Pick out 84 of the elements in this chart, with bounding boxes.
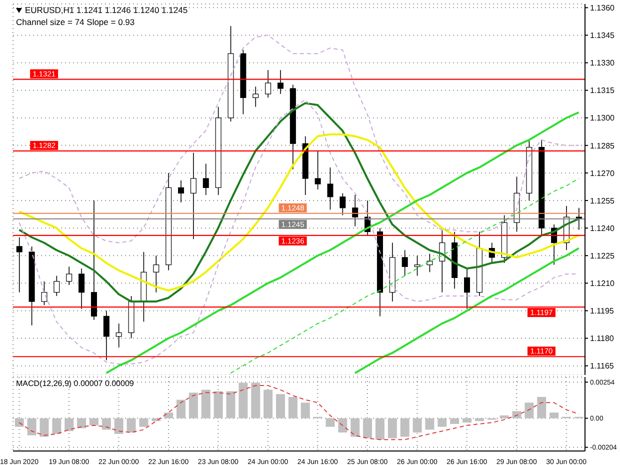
bar <box>375 418 384 440</box>
y-tick-label: 1.1180 <box>590 334 614 344</box>
bar <box>462 418 472 423</box>
bar <box>102 418 111 430</box>
y-tick-label: 1.1360 <box>590 4 616 13</box>
candlestick <box>464 268 470 310</box>
candlestick <box>265 70 272 98</box>
bar <box>64 418 74 432</box>
y-tick-label: 1.1285 <box>590 141 616 150</box>
bar <box>27 418 36 436</box>
y-tick-label: 1.1330 <box>590 58 616 68</box>
y-tick-label: 1.1300 <box>590 114 616 123</box>
bar <box>338 418 348 432</box>
candlestick <box>16 236 22 293</box>
bar <box>176 400 186 418</box>
bar <box>412 418 422 432</box>
bar <box>400 418 410 437</box>
line-series <box>18 133 580 292</box>
bar <box>450 418 460 424</box>
bar <box>537 396 546 418</box>
line-series <box>18 99 580 364</box>
candlestick <box>66 266 72 286</box>
bar <box>226 391 236 418</box>
bar <box>114 418 124 434</box>
bar <box>139 418 148 427</box>
candlestick <box>277 70 284 94</box>
bar <box>524 402 534 418</box>
candlestick <box>116 323 122 348</box>
bar <box>164 412 174 418</box>
candlestick <box>153 255 160 293</box>
bar <box>326 418 335 427</box>
line-series <box>18 34 580 244</box>
annotation: MACD(12,26,9) 0.00007 0.00009 <box>16 379 134 388</box>
bar <box>251 382 260 418</box>
y-tick-label: 1.1345 <box>590 31 616 40</box>
candlestick <box>190 152 196 240</box>
y-tick-label: 1.1270 <box>590 168 616 178</box>
candlestick <box>402 250 408 276</box>
candlestick <box>340 192 346 216</box>
bar <box>438 418 447 427</box>
bar <box>500 415 509 418</box>
bar <box>512 411 522 418</box>
y-tick-label: 1.1195 <box>590 306 614 316</box>
text: Channel size = 74 Slope = 0.93 <box>16 17 135 27</box>
bar <box>52 418 62 434</box>
y-tick-label: 1.1225 <box>590 251 616 260</box>
bar <box>40 418 49 437</box>
bar <box>350 418 360 437</box>
candlestick <box>352 194 358 227</box>
bar <box>276 394 285 418</box>
bar <box>89 418 98 426</box>
bar <box>300 402 310 418</box>
candlestick <box>41 280 48 306</box>
candlestick <box>414 255 420 276</box>
y-tick-label: 1.1165 <box>590 362 614 371</box>
candlestick <box>90 200 97 320</box>
bar <box>188 392 198 418</box>
bar <box>14 418 24 427</box>
candlestick <box>78 268 85 310</box>
candlestick <box>178 180 184 203</box>
candlestick <box>314 150 321 190</box>
bar <box>264 390 273 418</box>
bar <box>201 390 210 418</box>
y-tick-label: 1.1240 <box>590 224 616 233</box>
chart-title: EURUSD,H1 1.1241 1.1246 1.1240 1.1245 <box>25 5 188 15</box>
y-tick-label: 1.1315 <box>590 86 616 96</box>
line-series <box>105 111 580 374</box>
bar <box>288 396 298 418</box>
bar <box>214 391 223 418</box>
candlestick <box>252 86 259 108</box>
y-tick-label: 1.1210 <box>590 279 616 288</box>
bar <box>388 418 397 438</box>
candlestick <box>202 163 209 196</box>
y-tick-label: 1.1255 <box>590 196 616 206</box>
line-series <box>230 178 580 374</box>
candlestick <box>54 275 60 296</box>
bar <box>126 418 136 432</box>
bar <box>363 418 372 438</box>
candlestick <box>103 310 110 361</box>
candlestick <box>327 167 334 210</box>
bar <box>550 412 559 418</box>
line-series <box>354 247 580 374</box>
bar <box>238 382 248 418</box>
bar <box>425 418 434 430</box>
